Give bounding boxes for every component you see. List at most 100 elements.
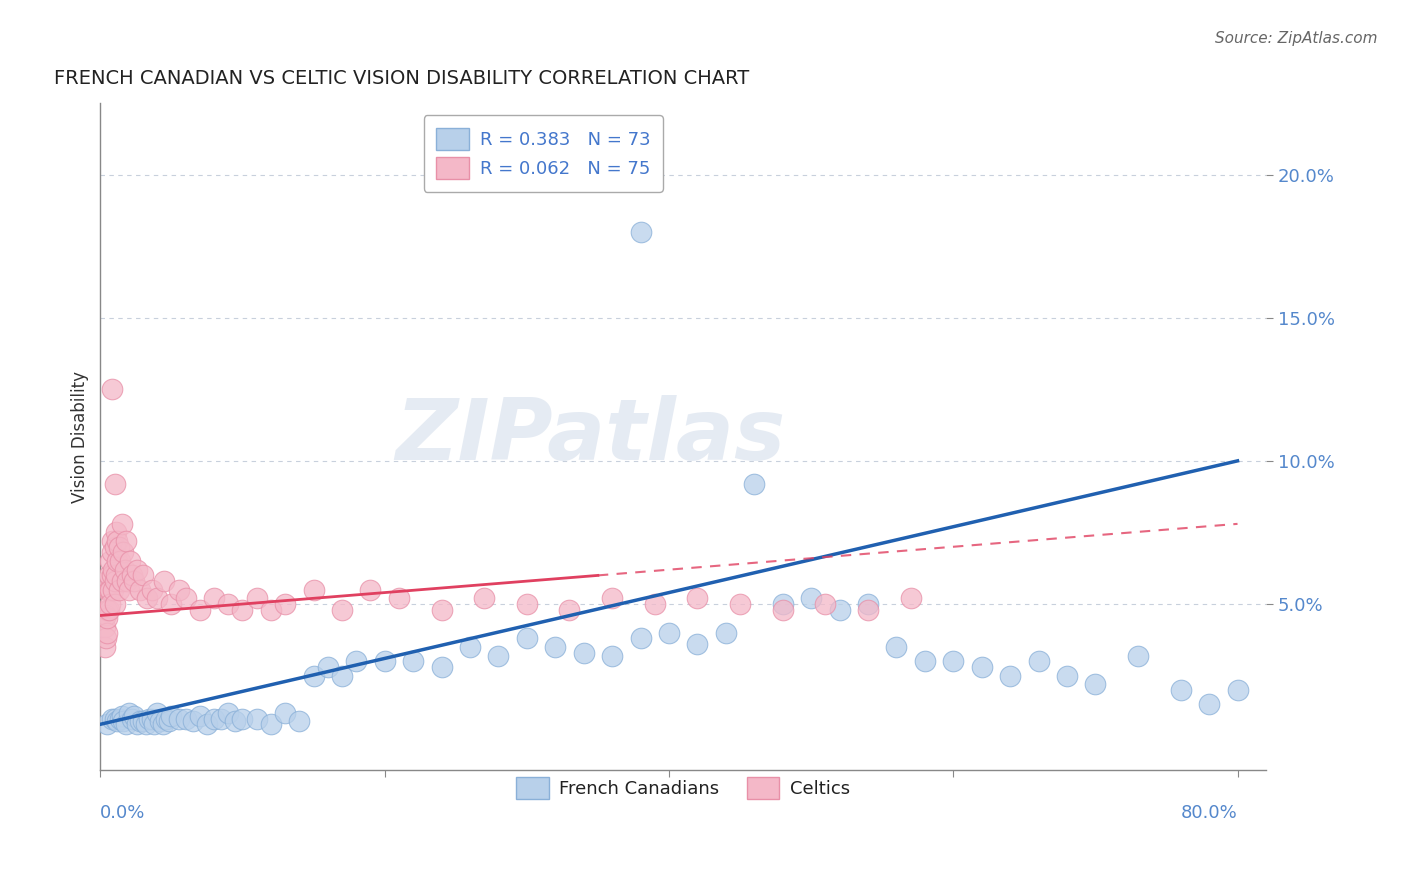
Point (630, 632, 652, 646)
Point (516, 632, 538, 646)
Point (1126, 648, 1149, 663)
Point (153, 574, 176, 588)
Point (127, 717, 149, 731)
Point (728, 597, 751, 611)
Point (118, 582, 141, 597)
Point (217, 706, 239, 720)
Point (141, 582, 163, 597)
Point (302, 582, 325, 597)
Point (101, 582, 124, 597)
Point (120, 554, 142, 568)
Point (100, 568, 122, 582)
Point (246, 712, 269, 726)
Point (344, 654, 367, 668)
Point (110, 554, 132, 568)
Point (558, 603, 581, 617)
Point (167, 712, 190, 726)
Point (129, 714, 152, 729)
Point (430, 603, 453, 617)
Point (658, 625, 681, 640)
Point (900, 591, 922, 606)
Point (97, 568, 120, 582)
Point (124, 708, 146, 723)
Point (828, 603, 851, 617)
Point (181, 714, 204, 729)
Point (141, 712, 163, 726)
Text: Source: ZipAtlas.com: Source: ZipAtlas.com (1215, 31, 1378, 46)
Point (100, 545, 122, 559)
Point (856, 603, 879, 617)
Point (330, 668, 353, 682)
Point (231, 603, 253, 617)
Point (127, 563, 149, 577)
Point (98, 582, 121, 597)
Point (104, 525, 127, 540)
Point (93, 640, 115, 654)
Point (96, 717, 118, 731)
Point (160, 708, 183, 723)
Point (96, 574, 118, 588)
Point (914, 654, 936, 668)
Point (600, 591, 623, 606)
Point (94, 632, 117, 646)
Point (104, 568, 127, 582)
Point (121, 568, 143, 582)
Point (135, 717, 157, 731)
Point (117, 574, 139, 588)
Point (107, 554, 129, 568)
Point (260, 603, 283, 617)
Point (107, 534, 129, 549)
Point (103, 540, 125, 554)
Point (98, 597, 121, 611)
Point (260, 717, 283, 731)
Point (146, 706, 169, 720)
Point (516, 597, 538, 611)
Point (96, 625, 118, 640)
Point (112, 714, 135, 729)
Point (138, 712, 160, 726)
Point (800, 591, 823, 606)
Text: 80.0%: 80.0% (1181, 805, 1237, 822)
Point (644, 597, 666, 611)
Point (100, 382, 122, 396)
Point (111, 708, 134, 723)
Point (157, 714, 180, 729)
Point (202, 712, 225, 726)
Point (288, 714, 311, 729)
Point (108, 540, 131, 554)
Point (155, 712, 177, 726)
Point (1084, 677, 1107, 691)
Point (458, 640, 481, 654)
Point (124, 574, 146, 588)
Point (246, 591, 269, 606)
Point (146, 591, 169, 606)
Point (886, 640, 908, 654)
Point (742, 476, 765, 491)
Point (209, 712, 232, 726)
Point (110, 712, 132, 726)
Text: FRENCH CANADIAN VS CELTIC VISION DISABILITY CORRELATION CHART: FRENCH CANADIAN VS CELTIC VISION DISABIL… (53, 69, 749, 87)
Point (111, 516, 134, 531)
Point (188, 708, 211, 723)
Point (600, 648, 623, 663)
Point (630, 225, 652, 239)
Point (114, 563, 136, 577)
Point (544, 640, 567, 654)
Point (96, 582, 118, 597)
Point (302, 668, 325, 682)
Point (96, 603, 118, 617)
Point (274, 706, 297, 720)
Y-axis label: Vision Disability: Vision Disability (72, 370, 89, 502)
Point (118, 706, 141, 720)
Point (772, 603, 794, 617)
Point (1056, 668, 1078, 682)
Point (856, 597, 879, 611)
Point (202, 591, 225, 606)
Point (136, 591, 159, 606)
Point (98, 554, 121, 568)
Point (686, 591, 709, 606)
Point (103, 597, 125, 611)
Point (101, 563, 124, 577)
Point (388, 591, 411, 606)
Point (97, 582, 120, 597)
